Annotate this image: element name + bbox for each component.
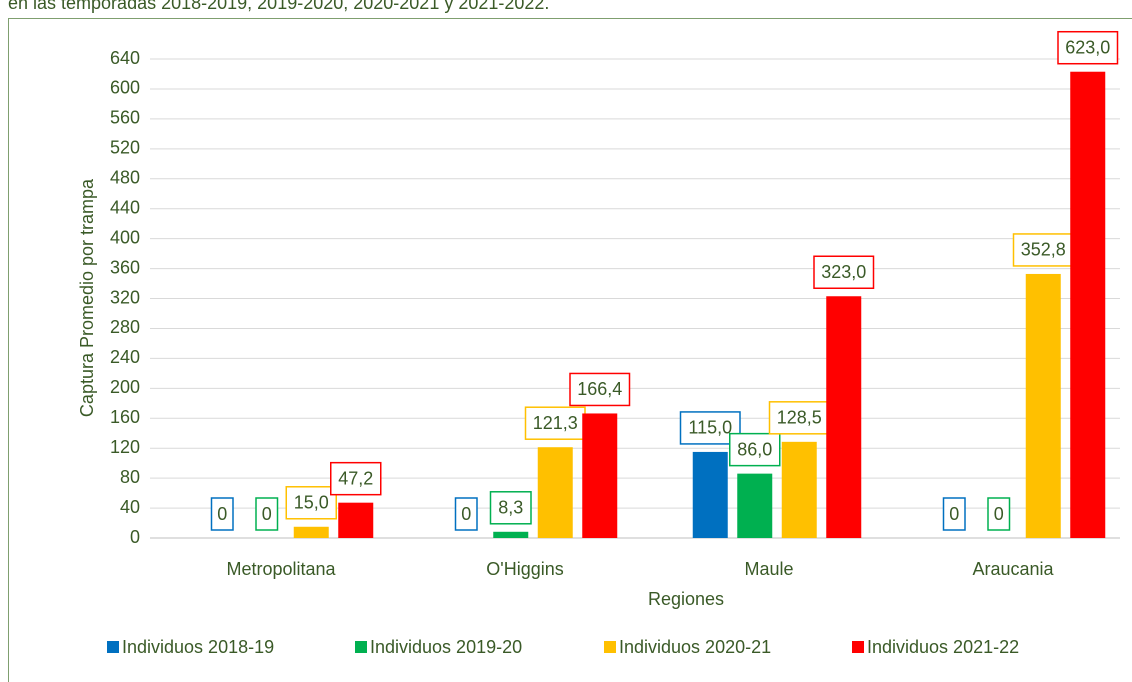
y-tick-label: 40	[120, 497, 140, 517]
y-tick-label: 440	[110, 197, 140, 217]
data-label-box	[255, 497, 279, 531]
bar	[692, 451, 728, 538]
y-tick-label: 80	[120, 467, 140, 487]
data-label-box	[210, 497, 234, 531]
legend-label: Individuos 2021-22	[867, 637, 1019, 657]
legend-label: Individuos 2019-20	[370, 637, 522, 657]
bar	[582, 413, 618, 538]
x-tick-label: Maule	[744, 559, 793, 579]
y-tick-label: 600	[110, 78, 140, 98]
data-label-box	[987, 497, 1011, 531]
data-label-box	[569, 372, 631, 407]
legend-swatch	[852, 641, 864, 653]
chart-title: en las temporadas 2018-2019, 2019-2020, …	[8, 0, 549, 13]
data-label: 0	[994, 504, 1004, 524]
bar	[781, 441, 817, 538]
data-label: 47,2	[338, 468, 373, 488]
data-label-box	[942, 497, 966, 531]
chart-border	[8, 18, 1132, 682]
data-label: 115,0	[688, 418, 732, 438]
data-label-box	[454, 497, 478, 531]
y-tick-label: 280	[110, 317, 140, 337]
y-tick-label: 240	[110, 347, 140, 367]
legend-label: Individuos 2020-21	[619, 637, 771, 657]
x-axis-title: Regiones	[648, 589, 724, 609]
data-label-box	[813, 255, 875, 290]
y-tick-label: 200	[110, 377, 140, 397]
data-label-box	[1012, 233, 1074, 267]
legend-swatch	[107, 641, 119, 653]
y-tick-label: 160	[110, 407, 140, 427]
x-tick-label: Araucania	[972, 559, 1054, 579]
y-tick-label: 520	[110, 138, 140, 158]
data-label: 323,0	[821, 262, 866, 282]
y-tick-label: 320	[110, 287, 140, 307]
data-label: 0	[262, 504, 272, 524]
legend-swatch	[355, 641, 367, 653]
y-tick-label: 120	[110, 437, 140, 457]
data-label: 128,5	[777, 408, 822, 428]
data-label: 0	[949, 504, 959, 524]
bar	[1025, 273, 1061, 538]
bar	[493, 531, 529, 538]
data-label-box	[729, 432, 781, 467]
data-label: 166,4	[577, 379, 622, 399]
data-label: 8,3	[498, 498, 523, 518]
data-label: 0	[461, 504, 471, 524]
legend-swatch	[604, 641, 616, 653]
data-label: 86,0	[737, 439, 772, 459]
y-tick-label: 480	[110, 168, 140, 188]
legend-label: Individuos 2018-19	[122, 637, 274, 657]
data-label: 352,8	[1021, 240, 1066, 260]
bar	[1070, 71, 1106, 538]
bar	[338, 502, 374, 538]
data-label-box	[768, 401, 830, 435]
bar	[537, 447, 573, 538]
y-tick-label: 560	[110, 108, 140, 128]
data-label-box	[285, 486, 337, 520]
y-tick-label: 360	[110, 257, 140, 277]
y-tick-label: 400	[110, 227, 140, 247]
data-label: 121,3	[533, 413, 578, 433]
data-label: 15,0	[294, 493, 329, 513]
data-label-box	[489, 491, 532, 525]
data-label-box	[524, 406, 586, 440]
bar	[293, 526, 329, 538]
data-label: 623,0	[1065, 37, 1110, 57]
data-label: 0	[217, 504, 227, 524]
bar	[826, 296, 862, 538]
data-label-box	[1057, 30, 1119, 65]
x-tick-label: Metropolitana	[226, 559, 336, 579]
bar	[737, 473, 773, 538]
x-tick-label: O'Higgins	[486, 559, 563, 579]
y-tick-label: 640	[110, 48, 140, 68]
data-label-box	[330, 461, 382, 496]
y-axis-title: Captura Promedio por trampa	[77, 178, 97, 417]
y-tick-label: 0	[130, 527, 140, 547]
